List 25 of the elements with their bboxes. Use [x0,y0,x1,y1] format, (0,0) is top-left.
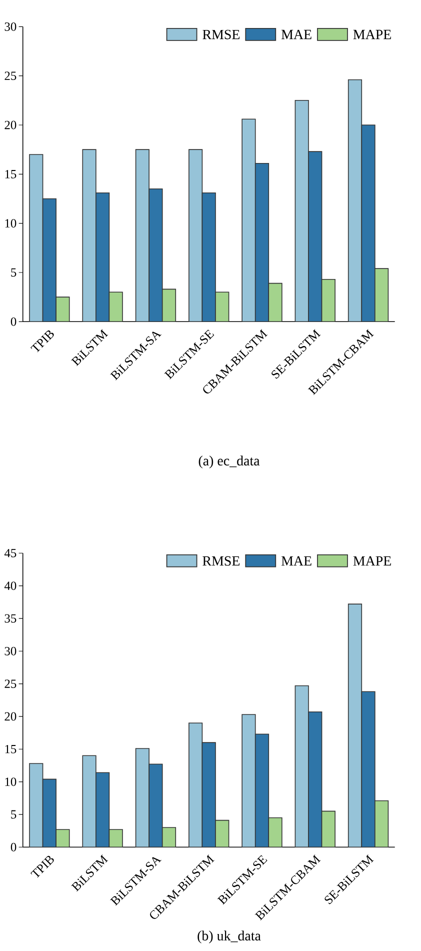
y-tick-label: 25 [4,680,16,688]
y-tick-label: 40 [4,582,16,590]
legend-label: RMSE [202,556,240,566]
y-tick-label: 30 [4,646,16,656]
y-tick-label: 0 [10,842,16,852]
y-tick-label: 15 [5,744,16,754]
legend-label: MAPE [353,556,391,566]
y-tick-label: 10 [5,219,16,228]
text: (a) ec_data [198,456,260,468]
y-tick-label: 45 [4,548,16,558]
legend-label: MAPE [353,30,391,40]
y-tick-label: 5 [11,810,16,819]
y-tick-label: 10 [5,778,16,786]
y-tick-label: 30 [4,22,16,31]
y-tick-label: 35 [4,614,16,623]
y-tick-label: 5 [11,268,16,277]
legend-label: RMSE [202,30,240,40]
legend-label: MAE [281,30,312,40]
text: (b) uk_data [198,930,261,944]
y-tick-label: 25 [4,72,16,80]
y-tick-label: 20 [4,120,16,130]
y-tick-label: 20 [4,712,16,721]
y-tick-label: 15 [5,170,16,178]
y-tick-label: 0 [10,317,16,326]
legend-label: MAE [281,556,312,566]
